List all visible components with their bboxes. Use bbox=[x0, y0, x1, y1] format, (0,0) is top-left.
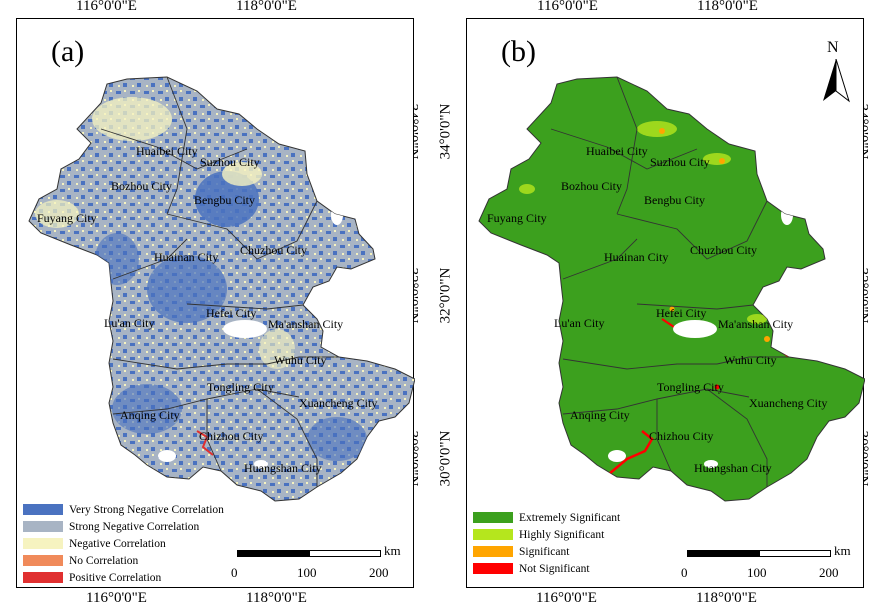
legend-swatch bbox=[23, 538, 63, 549]
city-label-bozhou: Bozhou City bbox=[111, 179, 173, 193]
city-label-wuhu: Wuhu City bbox=[274, 353, 327, 367]
city-label-xuancheng: Xuancheng City bbox=[749, 396, 828, 410]
city-label-maanshan: Ma'anshan City bbox=[718, 317, 794, 331]
scale-tick-0: 0 bbox=[231, 565, 238, 580]
legend-label: Strong Negative Correlation bbox=[69, 520, 200, 533]
legend-swatch bbox=[473, 529, 513, 540]
city-label-suzhou: Suzhou City bbox=[650, 155, 710, 169]
legend-significance: Extremely Significant Highly Significant… bbox=[473, 509, 620, 577]
legend-label: Very Strong Negative Correlation bbox=[69, 503, 224, 516]
panel-letter-a: (a) bbox=[51, 35, 85, 68]
city-label-huangshan: Huangshan City bbox=[694, 461, 772, 475]
city-label-bozhou: Bozhou City bbox=[561, 179, 623, 193]
lat-label-34-left-b: 34°0'0"N bbox=[437, 103, 454, 160]
map-panel-correlation: (a) Huaibei City Suzhou City Bozhou City… bbox=[16, 18, 415, 588]
north-arrow-label: N bbox=[827, 39, 839, 56]
scale-bar-segment-black bbox=[237, 550, 309, 557]
legend-item: No Correlation bbox=[23, 552, 224, 569]
scale-bar-segment-white bbox=[309, 550, 381, 557]
scale-unit: km bbox=[834, 543, 851, 558]
city-label-luan: Lu'an City bbox=[104, 316, 155, 330]
legend-item: Positive Correlation bbox=[23, 569, 224, 586]
lat-label-30-left-b: 30°0'0"N bbox=[437, 430, 454, 487]
scale-tick-100: 100 bbox=[747, 565, 767, 580]
city-label-wuhu: Wuhu City bbox=[724, 353, 777, 367]
city-label-huainan: Huainan City bbox=[604, 250, 669, 264]
city-label-hefei: Hefei City bbox=[656, 306, 707, 320]
lat-label-32-left-a: 32°0'0"N bbox=[0, 268, 2, 324]
scale-tick-200: 200 bbox=[819, 565, 839, 580]
city-label-huangshan: Huangshan City bbox=[244, 461, 322, 475]
legend-label: Extremely Significant bbox=[519, 511, 621, 524]
lat-label-32-left-b: 32°0'0"N bbox=[437, 267, 454, 324]
legend-item: Not Significant bbox=[473, 560, 620, 577]
city-label-fuyang: Fuyang City bbox=[37, 211, 97, 225]
city-label-anqing: Anqing City bbox=[570, 408, 630, 422]
city-label-huaibei: Huaibei City bbox=[136, 144, 198, 158]
city-label-chizhou: Chizhou City bbox=[649, 429, 714, 443]
panel-letter-b: (b) bbox=[501, 35, 536, 68]
scale-tick-0: 0 bbox=[681, 565, 688, 580]
legend-item: Significant bbox=[473, 543, 620, 560]
scale-bar-segment-white bbox=[759, 550, 831, 557]
legend-swatch bbox=[473, 512, 513, 523]
city-label-chuzhou: Chuzhou City bbox=[240, 243, 308, 257]
legend-label: Not Significant bbox=[519, 562, 590, 575]
legend-label: Positive Correlation bbox=[69, 571, 162, 584]
scale-unit: km bbox=[384, 543, 401, 558]
legend-swatch bbox=[23, 555, 63, 566]
city-label-maanshan: Ma'anshan City bbox=[268, 317, 344, 331]
legend-label: Significant bbox=[519, 545, 570, 558]
legend-swatch bbox=[473, 546, 513, 557]
lon-label-118-bottom-b: 118°0'0"E bbox=[696, 590, 757, 606]
city-label-huainan: Huainan City bbox=[154, 250, 219, 264]
lon-label-116-bottom-b: 116°0'0"E bbox=[536, 590, 597, 606]
north-arrow-shape bbox=[823, 59, 850, 103]
scale-tick-200: 200 bbox=[369, 565, 389, 580]
correlation-map-graphic bbox=[28, 76, 415, 502]
legend-item: Extremely Significant bbox=[473, 509, 620, 526]
legend-item: Negative Correlation bbox=[23, 535, 224, 552]
city-label-hefei: Hefei City bbox=[206, 306, 257, 320]
legend-item: Strong Negative Correlation bbox=[23, 518, 224, 535]
lat-label-30-left-a: 30°0'0"N bbox=[0, 431, 2, 487]
legend-correlation: Very Strong Negative Correlation Strong … bbox=[23, 501, 224, 586]
lon-label-116-top-a: 116°0'0"E bbox=[76, 0, 137, 14]
lon-label-118-top-a: 118°0'0"E bbox=[236, 0, 297, 14]
legend-swatch bbox=[23, 521, 63, 532]
city-label-tongling: Tongling City bbox=[207, 380, 274, 394]
lon-label-118-top-b: 118°0'0"E bbox=[697, 0, 758, 14]
map-panel-significance: (b) N Huaibei City Suzhou City Bozhou Ci… bbox=[466, 18, 865, 588]
city-label-bengbu: Bengbu City bbox=[644, 193, 706, 207]
significance-map-graphic bbox=[478, 76, 865, 502]
city-label-xuancheng: Xuancheng City bbox=[299, 396, 378, 410]
legend-label: Negative Correlation bbox=[69, 537, 166, 550]
city-label-fuyang: Fuyang City bbox=[487, 211, 547, 225]
lon-label-116-top-b: 116°0'0"E bbox=[537, 0, 598, 14]
scale-bar-segment-black bbox=[687, 550, 759, 557]
lat-label-34-left-a: 34°0'0"N bbox=[0, 104, 2, 160]
city-label-bengbu: Bengbu City bbox=[194, 193, 256, 207]
city-label-chizhou: Chizhou City bbox=[199, 429, 264, 443]
legend-label: No Correlation bbox=[69, 554, 139, 567]
legend-swatch bbox=[23, 504, 63, 515]
legend-item: Very Strong Negative Correlation bbox=[23, 501, 224, 518]
city-label-luan: Lu'an City bbox=[554, 316, 605, 330]
legend-swatch bbox=[23, 572, 63, 583]
city-label-suzhou: Suzhou City bbox=[200, 155, 260, 169]
city-label-huaibei: Huaibei City bbox=[586, 144, 648, 158]
legend-swatch bbox=[473, 563, 513, 574]
lon-label-118-bottom-a: 118°0'0"E bbox=[246, 590, 307, 606]
legend-label: Highly Significant bbox=[519, 528, 605, 541]
city-label-chuzhou: Chuzhou City bbox=[690, 243, 758, 257]
city-label-tongling: Tongling City bbox=[657, 380, 724, 394]
scale-tick-100: 100 bbox=[297, 565, 317, 580]
legend-item: Highly Significant bbox=[473, 526, 620, 543]
city-label-anqing: Anqing City bbox=[120, 408, 180, 422]
lon-label-116-bottom-a: 116°0'0"E bbox=[86, 590, 147, 606]
north-arrow-icon: N bbox=[821, 39, 851, 103]
